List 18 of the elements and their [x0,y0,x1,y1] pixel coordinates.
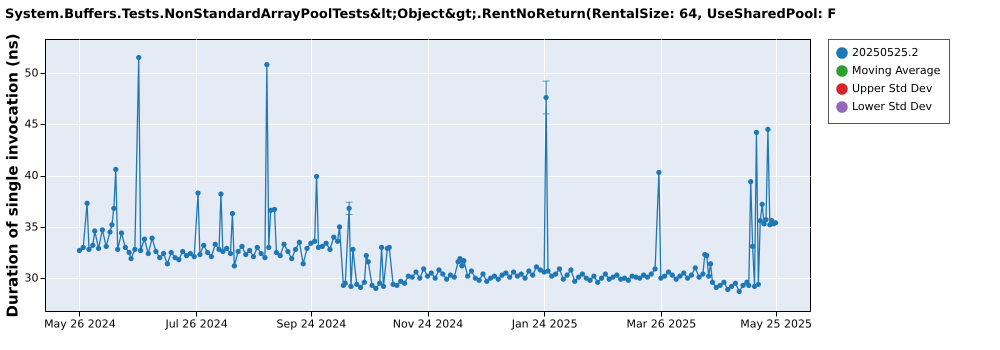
legend-label: Lower Std Dev [852,100,932,113]
x-tick-label: Jul 26 2024 [164,318,228,330]
x-tick-label: Sep 24 2024 [276,318,346,330]
legend-label: Moving Average [852,64,941,77]
chart-title: System.Buffers.Tests.NonStandardArrayPoolTests&lt;Object&gt;.RentNoReturn(RentalSize: 64, UseSharedPool: F [5,7,836,22]
x-tick-label: Nov 24 2024 [392,318,464,330]
y-tick-label: 30 [24,272,38,285]
legend-label: 20250525.2 [852,46,918,59]
legend-label: Upper Std Dev [852,82,933,95]
y-tick-label: 45 [24,118,38,131]
x-tick-label: May 26 2024 [44,318,116,330]
x-tick-label: May 25 2025 [740,318,812,330]
y-tick-label: 35 [24,220,38,234]
x-tick-label: Mar 26 2025 [626,318,696,330]
y-axis-title: Duration of single invocation (ns) [4,34,22,318]
x-tick-label: Jan 24 2025 [510,318,578,330]
y-tick-label: 50 [24,66,38,80]
y-tick-label: 40 [24,169,38,182]
